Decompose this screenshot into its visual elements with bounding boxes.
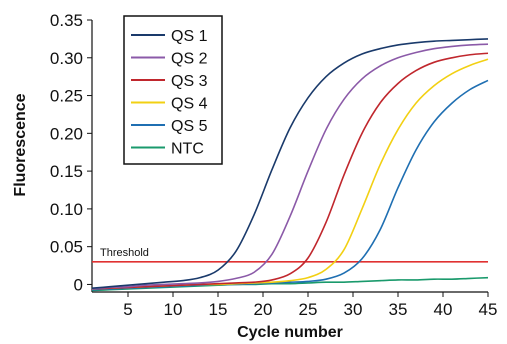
y-tick-label: 0 — [74, 275, 83, 294]
x-tick-label: 15 — [209, 300, 228, 319]
x-tick-label: 35 — [389, 300, 408, 319]
series-layer — [91, 38, 489, 292]
y-tick-label: 0.25 — [50, 87, 83, 106]
y-tick-label: 0.10 — [50, 200, 83, 219]
series-line-qs-1 — [91, 38, 489, 290]
x-tick-label: 25 — [299, 300, 318, 319]
threshold-layer: Threshold — [92, 247, 488, 263]
legend-label-qs-5: QS 5 — [171, 118, 208, 135]
series-line-ntc — [91, 276, 489, 292]
y-tick-label: 0.15 — [50, 162, 83, 181]
series-line-qs-3 — [91, 52, 489, 290]
y-axis-label: Fluorescence — [12, 93, 29, 196]
legend-label-qs-2: QS 2 — [171, 51, 208, 68]
legend-box — [123, 15, 223, 165]
x-tick-label: 20 — [254, 300, 273, 319]
legend-label-qs-1: QS 1 — [171, 28, 208, 45]
series-line-qs-2 — [91, 43, 489, 290]
x-tick-label: 5 — [123, 300, 132, 319]
y-tick-label: 0.30 — [50, 49, 83, 68]
chart-axes: 5 10 15 20 25 30 35 40 45 0 0.05 0.10 0.15 0.20 0.25 0.… — [50, 11, 498, 319]
y-tick-label: 0.20 — [50, 124, 83, 143]
legend: QS 1 QS 2 QS 3 QS 4 QS 5 NTC — [123, 15, 223, 165]
y-tick-label: 0.35 — [50, 11, 83, 30]
legend-label-qs-3: QS 3 — [171, 73, 208, 90]
legend-label-qs-4: QS 4 — [171, 96, 208, 113]
y-tick-label: 0.05 — [50, 238, 83, 257]
legend-label-ntc: NTC — [171, 141, 204, 158]
x-tick-label: 10 — [164, 300, 183, 319]
x-tick-label: 30 — [344, 300, 363, 319]
axis-labels: Cycle number Fluorescence — [12, 93, 343, 341]
x-tick-label: 40 — [434, 300, 453, 319]
threshold-label: Threshold — [100, 247, 149, 259]
x-axis-label: Cycle number — [237, 324, 343, 341]
x-tick-label: 45 — [479, 300, 498, 319]
